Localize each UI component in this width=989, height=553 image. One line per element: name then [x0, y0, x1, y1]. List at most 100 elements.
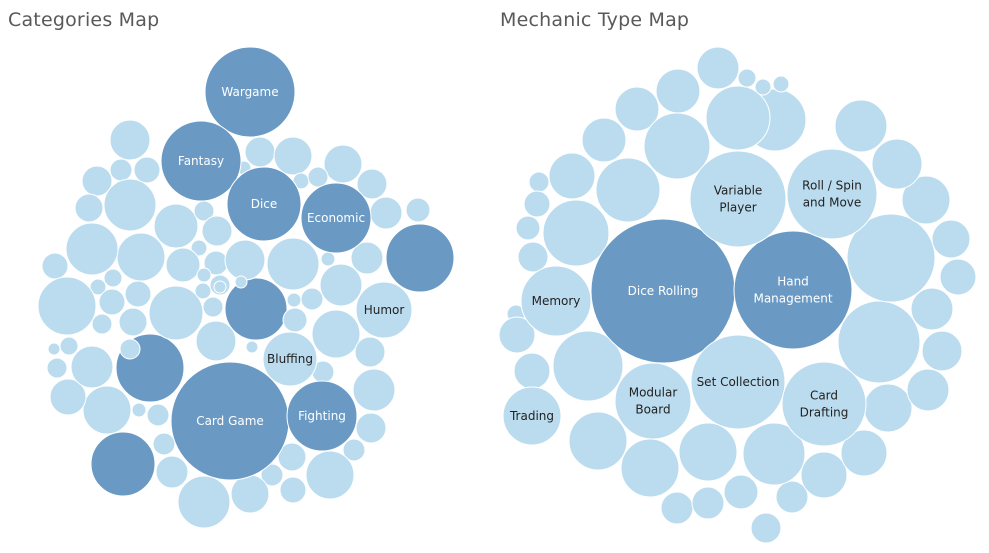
category-bubble-unlabeled[interactable] — [350, 241, 384, 275]
category-bubble-unlabeled[interactable] — [70, 345, 114, 389]
category-bubble-unlabeled[interactable] — [165, 247, 201, 283]
category-bubble-unlabeled[interactable] — [82, 385, 132, 435]
category-bubble-unlabeled[interactable] — [260, 463, 284, 487]
category-bubble-unlabeled[interactable] — [133, 156, 161, 184]
mechanic-bubble-unlabeled[interactable] — [568, 411, 628, 471]
mechanic-bubble-unlabeled[interactable] — [542, 199, 610, 267]
mechanic-bubble-unlabeled[interactable] — [800, 451, 848, 499]
mechanic-bubble-unlabeled[interactable] — [901, 175, 951, 225]
category-bubble-unlabeled[interactable] — [201, 215, 233, 247]
category-bubble-economic[interactable] — [300, 182, 372, 254]
category-bubble-unlabeled[interactable] — [244, 136, 276, 168]
mechanic-bubble-unlabeled[interactable] — [931, 219, 971, 259]
category-bubble-unlabeled[interactable] — [369, 196, 403, 230]
category-bubble-unlabeled[interactable] — [352, 368, 396, 412]
mechanic-bubble-unlabeled[interactable] — [595, 157, 661, 223]
mechanic-bubble-unlabeled[interactable] — [517, 241, 549, 273]
category-bubble-unlabeled[interactable] — [273, 136, 313, 176]
mechanic-bubble-unlabeled[interactable] — [863, 383, 913, 433]
mechanic-bubble-unlabeled[interactable] — [840, 429, 888, 477]
mechanic-bubble-unlabeled[interactable] — [939, 258, 977, 296]
mechanic-bubble-unlabeled[interactable] — [498, 316, 536, 354]
category-bubble-unlabeled[interactable] — [37, 276, 97, 336]
mechanic-bubble-unlabeled[interactable] — [696, 46, 740, 90]
category-bubble-wargame[interactable] — [204, 46, 296, 138]
category-bubble-unlabeled[interactable] — [213, 280, 227, 294]
category-bubble-unlabeled[interactable] — [195, 320, 237, 362]
category-bubble-unlabeled[interactable] — [224, 277, 288, 341]
category-bubble-unlabeled[interactable] — [286, 292, 302, 308]
mechanic-bubble-unlabeled[interactable] — [846, 213, 936, 303]
category-bubble-unlabeled[interactable] — [194, 282, 212, 300]
category-bubble-unlabeled[interactable] — [124, 280, 152, 308]
category-bubble-dice[interactable] — [226, 166, 302, 242]
mechanic-bubble-unlabeled[interactable] — [691, 486, 725, 520]
category-bubble-unlabeled[interactable] — [109, 119, 151, 161]
category-bubble-unlabeled[interactable] — [342, 438, 366, 462]
category-bubble-unlabeled[interactable] — [118, 307, 148, 337]
category-bubble-humor[interactable] — [355, 281, 413, 339]
category-bubble-unlabeled[interactable] — [319, 263, 363, 307]
mechanic-bubble-unlabeled[interactable] — [513, 352, 551, 390]
mechanic-bubble-unlabeled[interactable] — [775, 480, 809, 514]
category-bubble-unlabeled[interactable] — [224, 239, 266, 281]
mechanic-bubble-set-collection[interactable] — [690, 334, 786, 430]
category-bubble-unlabeled[interactable] — [354, 336, 386, 368]
category-bubble-unlabeled[interactable] — [355, 412, 387, 444]
category-bubble-unlabeled[interactable] — [90, 431, 156, 497]
mechanic-bubble-unlabeled[interactable] — [552, 330, 624, 402]
category-bubble-fighting[interactable] — [286, 380, 358, 452]
category-bubble-unlabeled[interactable] — [153, 203, 199, 249]
category-bubble-unlabeled[interactable] — [311, 309, 361, 359]
category-bubble-unlabeled[interactable] — [47, 342, 61, 356]
category-bubble-unlabeled[interactable] — [65, 222, 119, 276]
category-bubble-unlabeled[interactable] — [385, 223, 455, 293]
category-bubble-bluffing[interactable] — [262, 331, 318, 387]
mechanic-bubble-roll-spin-and-move[interactable] — [786, 148, 878, 240]
category-bubble-unlabeled[interactable] — [282, 307, 308, 333]
category-bubble-unlabeled[interactable] — [320, 251, 336, 267]
category-bubble-unlabeled[interactable] — [245, 340, 259, 354]
mechanic-bubble-trading[interactable] — [502, 386, 562, 446]
mechanic-bubble-memory[interactable] — [520, 265, 592, 337]
category-bubble-unlabeled[interactable] — [119, 338, 141, 360]
category-bubble-unlabeled[interactable] — [155, 455, 189, 489]
mechanic-bubble-unlabeled[interactable] — [737, 68, 757, 88]
mechanic-bubble-unlabeled[interactable] — [742, 422, 806, 486]
category-bubble-unlabeled[interactable] — [279, 476, 307, 504]
mechanic-bubble-unlabeled[interactable] — [754, 78, 772, 96]
mechanic-bubble-unlabeled[interactable] — [678, 422, 738, 482]
category-bubble-unlabeled[interactable] — [109, 158, 133, 182]
mechanic-bubble-unlabeled[interactable] — [643, 112, 711, 180]
mechanic-bubble-unlabeled[interactable] — [906, 368, 950, 412]
mechanic-bubble-unlabeled[interactable] — [523, 190, 551, 218]
category-bubble-unlabeled[interactable] — [230, 474, 270, 514]
category-bubble-unlabeled[interactable] — [234, 275, 248, 289]
category-bubble-unlabeled[interactable] — [202, 296, 224, 318]
category-bubble-unlabeled[interactable] — [356, 168, 388, 200]
mechanic-bubble-unlabeled[interactable] — [655, 68, 701, 114]
category-bubble-unlabeled[interactable] — [49, 378, 87, 416]
mechanic-bubble-variable-player[interactable] — [689, 150, 787, 248]
mechanic-bubble-unlabeled[interactable] — [620, 438, 680, 498]
category-bubble-unlabeled[interactable] — [405, 197, 431, 223]
category-bubble-unlabeled[interactable] — [307, 166, 329, 188]
category-bubble-unlabeled[interactable] — [148, 285, 204, 341]
category-bubble-unlabeled[interactable] — [190, 239, 208, 257]
category-bubble-unlabeled[interactable] — [177, 475, 231, 529]
mechanic-bubble-unlabeled[interactable] — [660, 491, 694, 525]
mechanic-bubble-unlabeled[interactable] — [705, 85, 771, 151]
category-bubble-unlabeled[interactable] — [74, 193, 104, 223]
mechanic-bubble-unlabeled[interactable] — [515, 215, 541, 241]
category-bubble-unlabeled[interactable] — [146, 403, 170, 427]
mechanic-bubble-unlabeled[interactable] — [528, 171, 550, 193]
category-bubble-unlabeled[interactable] — [91, 313, 113, 335]
mechanic-bubble-unlabeled[interactable] — [548, 152, 596, 200]
mechanic-bubble-unlabeled[interactable] — [871, 138, 923, 190]
category-bubble-unlabeled[interactable] — [89, 278, 107, 296]
mechanic-bubble-unlabeled[interactable] — [772, 75, 790, 93]
mechanic-bubble-unlabeled[interactable] — [723, 474, 759, 510]
category-bubble-unlabeled[interactable] — [305, 450, 355, 500]
mechanic-bubble-unlabeled[interactable] — [834, 99, 888, 153]
category-bubble-unlabeled[interactable] — [98, 288, 126, 316]
